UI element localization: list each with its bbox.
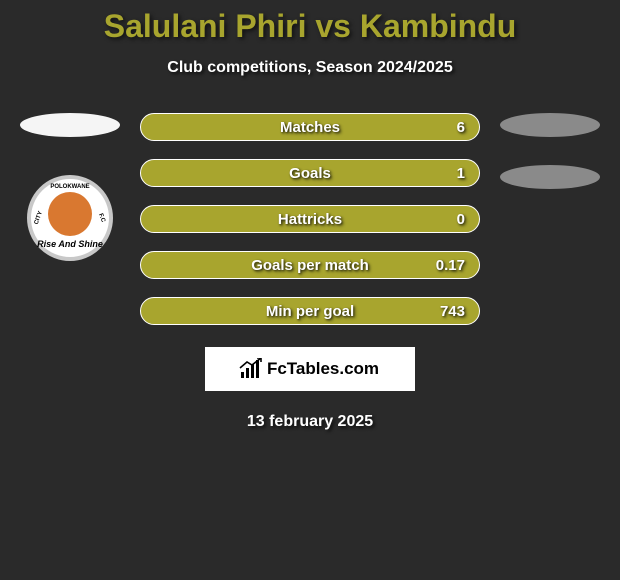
right-player-column [500,113,600,189]
stat-label: Matches [280,119,340,136]
stat-bar-matches: Matches 6 [140,113,480,141]
left-player-placeholder [20,113,120,137]
stat-label: Hattricks [278,211,342,228]
comparison-card: Salulani Phiri vs Kambindu Club competit… [0,0,620,431]
left-player-column: POLOKWANE CITY F.C Rise And Shine [20,113,120,261]
stat-label: Min per goal [266,303,354,320]
stat-value: 6 [457,119,465,136]
subtitle: Club competitions, Season 2024/2025 [0,59,620,77]
stats-column: Matches 6 Goals 1 Hattricks 0 Goals per … [140,113,480,325]
badge-text-left: CITY [34,211,44,226]
chart-icon [241,360,263,378]
stat-bar-mpg: Min per goal 743 [140,297,480,325]
badge-emblem-icon [48,192,92,236]
page-title: Salulani Phiri vs Kambindu [0,8,620,45]
brand-watermark[interactable]: FcTables.com [205,347,415,391]
main-row: POLOKWANE CITY F.C Rise And Shine Matche… [0,113,620,325]
brand-label: FcTables.com [267,359,379,379]
badge-text-right: F.C [97,213,106,224]
right-player-placeholder [500,113,600,137]
left-club-badge: POLOKWANE CITY F.C Rise And Shine [27,175,113,261]
stat-bar-hattricks: Hattricks 0 [140,205,480,233]
stat-bar-goals: Goals 1 [140,159,480,187]
right-club-placeholder [500,165,600,189]
stat-bar-gpm: Goals per match 0.17 [140,251,480,279]
stat-label: Goals [289,165,331,182]
stat-value: 743 [440,303,465,320]
stat-value: 0 [457,211,465,228]
date-label: 13 february 2025 [0,413,620,431]
stat-value: 0.17 [436,257,465,274]
stat-value: 1 [457,165,465,182]
badge-text-top: POLOKWANE [50,184,89,190]
stat-label: Goals per match [251,257,369,274]
badge-motto: Rise And Shine [31,239,109,249]
